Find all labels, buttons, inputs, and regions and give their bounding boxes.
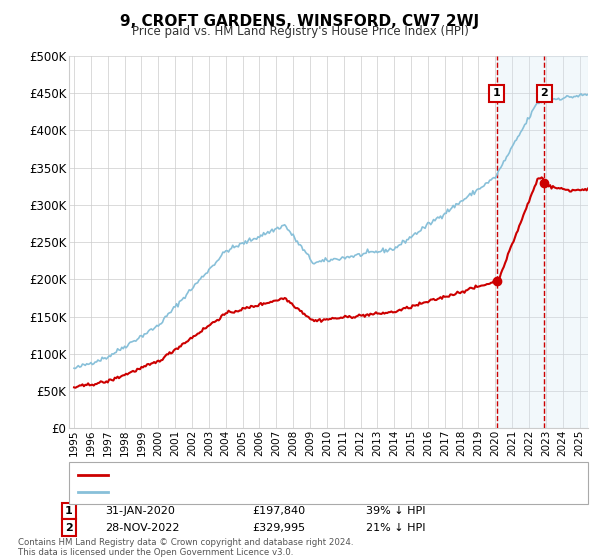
Text: Price paid vs. HM Land Registry's House Price Index (HPI): Price paid vs. HM Land Registry's House … [131,25,469,38]
Text: 1: 1 [65,506,73,516]
Text: Contains HM Land Registry data © Crown copyright and database right 2024.
This d: Contains HM Land Registry data © Crown c… [18,538,353,557]
Text: HPI: Average price, detached house, Cheshire West and Chester: HPI: Average price, detached house, Ches… [114,487,449,497]
Text: 39% ↓ HPI: 39% ↓ HPI [366,506,425,516]
Text: 21% ↓ HPI: 21% ↓ HPI [366,522,425,533]
Text: 2: 2 [541,88,548,98]
Text: 31-JAN-2020: 31-JAN-2020 [105,506,175,516]
Text: 9, CROFT GARDENS, WINSFORD, CW7 2WJ: 9, CROFT GARDENS, WINSFORD, CW7 2WJ [121,14,479,29]
Bar [497,56,588,428]
Text: 2: 2 [65,522,73,533]
Text: 28-NOV-2022: 28-NOV-2022 [105,522,179,533]
Text: £329,995: £329,995 [252,522,305,533]
Text: £197,840: £197,840 [252,506,305,516]
Text: 1: 1 [493,88,500,98]
Text: 9, CROFT GARDENS, WINSFORD, CW7 2WJ (detached house): 9, CROFT GARDENS, WINSFORD, CW7 2WJ (det… [114,470,429,480]
